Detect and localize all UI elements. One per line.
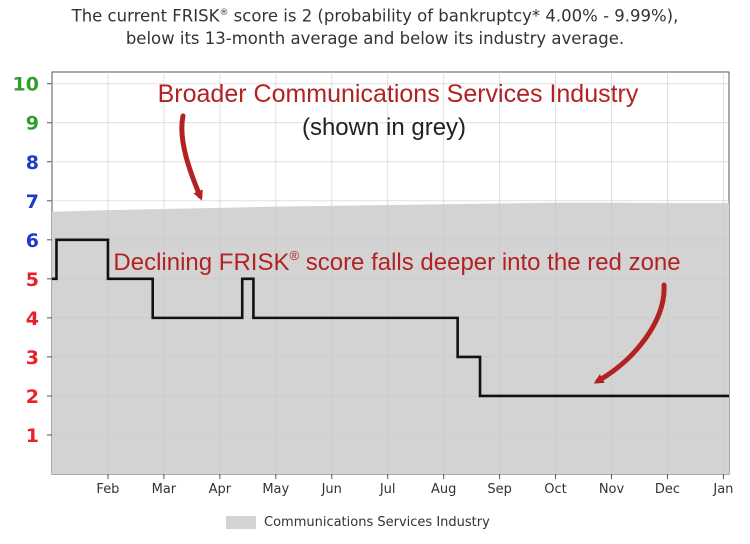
summary-line-1-suffix: score is 2 (probability of bankruptcy* 4… [228,6,679,26]
y-tick-label: 3 [26,347,39,369]
decline-annotation: Declining FRISK® score falls deeper into… [113,248,680,276]
industry-annotation-title: Broader Communications Services Industry [158,80,639,108]
frisk-summary-header: The current FRISK® score is 2 (probabili… [0,2,750,50]
y-tick-label: 5 [26,269,39,291]
legend-label: Communications Services Industry [264,514,490,530]
summary-line-1-prefix: The current FRISK [71,6,220,26]
industry-annotation-subtitle: (shown in grey) [302,114,466,141]
decline-annotation-suffix: score falls deeper into the red zone [299,249,681,276]
x-tick-label: Dec [655,482,680,497]
x-tick-label: Apr [209,482,232,497]
frisk-score-line [52,238,729,398]
x-tick-label: Jul [379,482,396,497]
summary-line-2: below its 13-month average and below its… [125,28,625,48]
decline-annotation-prefix: Declining FRISK [113,249,289,276]
frisk-score-series [52,238,729,398]
x-tick-label: Jun [321,482,342,497]
x-axis: Feb Mar Apr May Jun Jul Aug Sep Oct Nov Dec Jan [96,474,733,497]
chart-legend: Communications Services Industry [226,512,490,532]
decline-arrow [593,282,667,384]
y-tick-label: 4 [26,308,39,330]
summary-line-1: The current FRISK® score is 2 (probabili… [0,2,750,28]
x-tick-label: Jan [712,482,733,497]
registered-mark: ® [219,8,229,18]
x-tick-label: Oct [544,482,566,497]
y-axis: 1 2 3 4 5 6 7 8 9 10 [13,74,52,447]
industry-arrow [179,113,203,201]
decline-registered-mark: ® [289,248,299,263]
x-tick-label: Mar [152,482,177,497]
y-tick-label: 2 [26,386,39,408]
x-tick-label: Aug [431,482,456,497]
x-tick-label: Feb [96,482,119,497]
y-tick-label: 8 [26,152,39,174]
grid-lines [52,72,729,474]
industry-area-fill [52,202,729,475]
legend-swatch [226,515,256,529]
y-tick-label: 7 [26,191,39,213]
y-tick-label: 9 [26,113,39,135]
y-tick-label: 10 [13,74,39,96]
industry-area-series [52,202,729,475]
y-tick-label: 6 [26,230,39,252]
y-tick-label: 1 [26,425,39,447]
x-tick-label: Nov [599,482,625,497]
x-tick-label: May [262,482,289,497]
x-tick-label: Sep [487,482,512,497]
